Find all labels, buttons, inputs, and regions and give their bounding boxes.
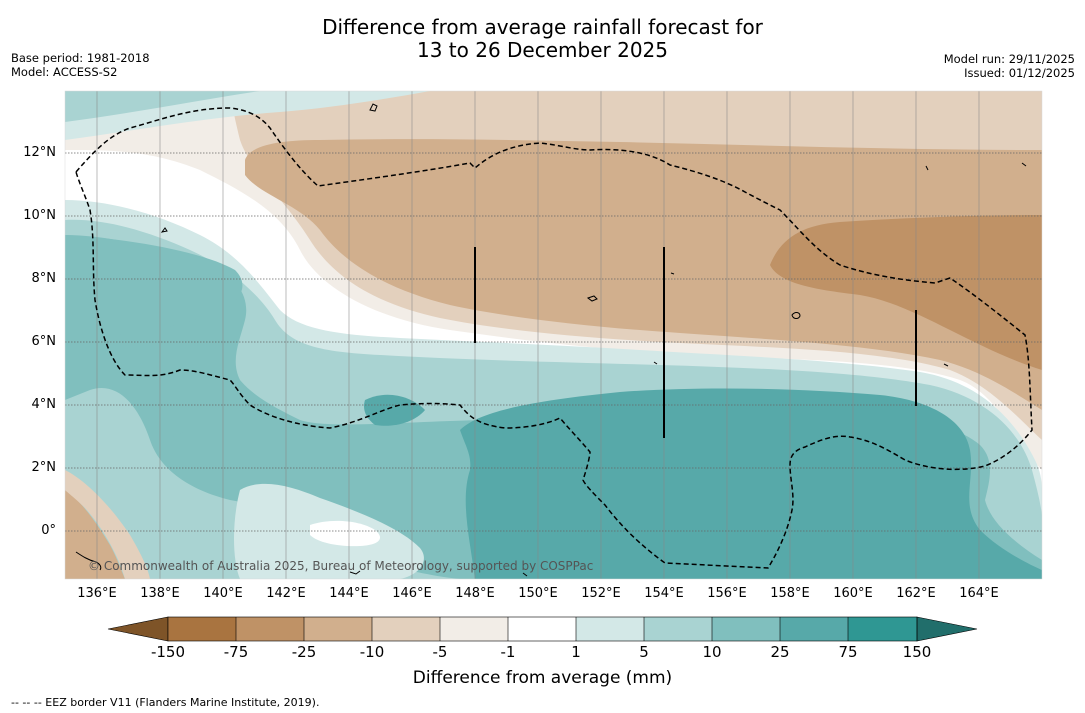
lon-label-152e: 152°E [581, 586, 621, 601]
colorbar-bin-11 [848, 617, 917, 641]
colorbar-label: 75 [838, 643, 858, 661]
issued-text: Issued: 01/12/2025 [964, 66, 1075, 80]
map-frame [64, 90, 1043, 580]
colorbar-bin-1 [168, 617, 236, 641]
lat-label-10n: 10°N [23, 208, 56, 223]
wet-pocket-west [65, 235, 243, 348]
colorbar-label: -1 [500, 643, 516, 661]
colorbar-label: 1 [571, 643, 581, 661]
eez-footnote: -- -- -- EEZ border V11 (Flanders Marine… [11, 696, 320, 709]
meta-right: Model run: 29/11/2025 Issued: 01/12/2025 [944, 52, 1075, 80]
wet-spot-small-a [148, 402, 198, 439]
colorbar-bin-6 [508, 617, 576, 641]
colorbar-bin-5 [440, 617, 508, 641]
lon-label-148e: 148°E [455, 586, 495, 601]
islands [75, 103, 1027, 577]
wet-pocket-white [310, 520, 380, 547]
lon-label-146e: 146°E [392, 586, 432, 601]
colorbar [107, 616, 978, 642]
colorbar-extend-right [916, 616, 978, 642]
lon-label-142e: 142°E [266, 586, 306, 601]
dry-corner-southwest-light [65, 470, 150, 579]
base-period-text: Base period: 1981-2018 [11, 51, 150, 65]
lon-label-150e: 150°E [518, 586, 558, 601]
lon-label-158e: 158°E [770, 586, 810, 601]
colorbar-bin-4 [372, 617, 440, 641]
lon-label-156e: 156°E [707, 586, 747, 601]
colorbar-bin-9 [712, 617, 780, 641]
model-text: Model: ACCESS-S2 [11, 65, 118, 79]
copyright-notice: © Commonwealth of Australia 2025, Bureau… [88, 559, 594, 573]
colorbar-label: 5 [639, 643, 649, 661]
latitude-gridlines [65, 152, 1042, 532]
map-title-line-2: 13 to 26 December 2025 [416, 38, 668, 62]
lon-label-136e: 136°E [77, 586, 117, 601]
meridian-markers [474, 247, 917, 438]
lon-label-154e: 154°E [644, 586, 684, 601]
lat-label-4n: 4°N [31, 397, 57, 412]
wet-pocket-light [65, 388, 460, 579]
colorbar-bin-7 [576, 617, 644, 641]
lon-label-162e: 162°E [896, 586, 936, 601]
colorbar-label: 25 [770, 643, 790, 661]
colorbar-extend-left [107, 616, 169, 642]
rainfall-anomaly-field [65, 91, 1042, 579]
lon-label-164e: 164°E [959, 586, 999, 601]
colorbar-bin-2 [236, 617, 304, 641]
colorbar-label: 150 [902, 643, 932, 661]
colorbar-bin-10 [780, 617, 848, 641]
lat-label-0: 0° [41, 523, 56, 538]
wet-strip-northwest-inner [65, 91, 260, 122]
colorbar-label: 10 [702, 643, 722, 661]
wet-spot-small-b [364, 394, 425, 426]
colorbar-label: -150 [150, 643, 186, 661]
eez-border [75, 107, 1033, 569]
meta-left: Base period: 1981-2018 Model: ACCESS-S2 [11, 51, 150, 79]
dry-band-minus-25 [770, 215, 1042, 370]
map-title-line-1: Difference from average rainfall forecas… [322, 15, 763, 39]
lat-label-2n: 2°N [31, 460, 57, 475]
lon-label-138e: 138°E [140, 586, 180, 601]
lat-label-12n: 12°N [23, 145, 56, 160]
colorbar-title: Difference from average (mm) [412, 668, 673, 688]
colorbar-label: -75 [223, 643, 249, 661]
lat-label-8n: 8°N [31, 271, 57, 286]
lon-label-140e: 140°E [203, 586, 243, 601]
colorbar-bin-8 [644, 617, 712, 641]
lon-label-144e: 144°E [329, 586, 369, 601]
colorbar-bin-3 [304, 617, 372, 641]
colorbar-label: -25 [291, 643, 317, 661]
colorbar-label: -5 [432, 643, 448, 661]
dry-corner-southwest [65, 490, 125, 579]
lat-label-6n: 6°N [31, 334, 57, 349]
lon-label-160e: 160°E [833, 586, 873, 601]
model-run-text: Model run: 29/11/2025 [943, 52, 1075, 66]
colorbar-label: -10 [359, 643, 385, 661]
